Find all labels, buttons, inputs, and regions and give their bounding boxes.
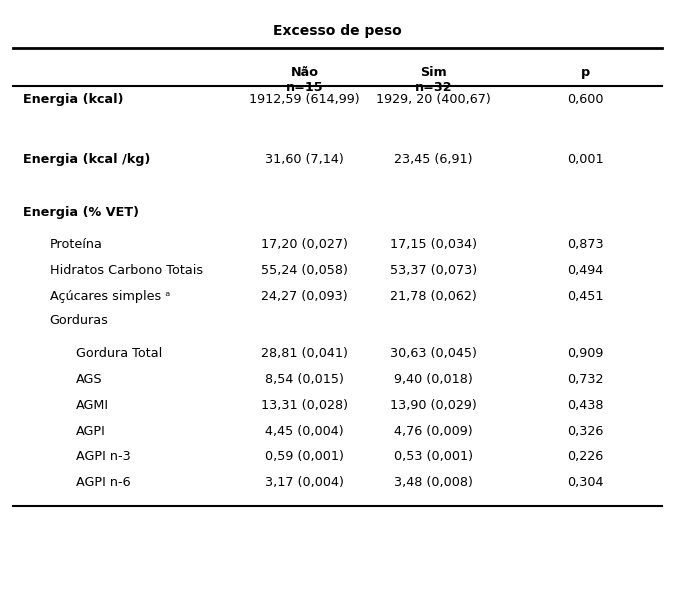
Text: Gordura Total: Gordura Total bbox=[76, 347, 163, 360]
Text: 0,304: 0,304 bbox=[567, 477, 604, 490]
Text: 4,45 (0,004): 4,45 (0,004) bbox=[265, 424, 344, 437]
Text: AGMI: AGMI bbox=[76, 399, 109, 411]
Text: 0,732: 0,732 bbox=[567, 373, 604, 386]
Text: Excesso de peso: Excesso de peso bbox=[273, 24, 402, 38]
Text: AGPI: AGPI bbox=[76, 424, 106, 437]
Text: 0,600: 0,600 bbox=[567, 93, 604, 106]
Text: AGPI n-3: AGPI n-3 bbox=[76, 450, 131, 464]
Text: 30,63 (0,045): 30,63 (0,045) bbox=[390, 347, 477, 360]
Text: AGPI n-6: AGPI n-6 bbox=[76, 477, 131, 490]
Text: Energia (% VET): Energia (% VET) bbox=[23, 206, 139, 219]
Text: 3,17 (0,004): 3,17 (0,004) bbox=[265, 477, 344, 490]
Text: Proteína: Proteína bbox=[50, 238, 103, 251]
Text: Açúcares simples ᵃ: Açúcares simples ᵃ bbox=[50, 290, 170, 303]
Text: 0,438: 0,438 bbox=[567, 399, 604, 411]
Text: 28,81 (0,041): 28,81 (0,041) bbox=[261, 347, 348, 360]
Text: p: p bbox=[581, 66, 590, 79]
Text: 24,27 (0,093): 24,27 (0,093) bbox=[261, 290, 348, 303]
Text: 3,48 (0,008): 3,48 (0,008) bbox=[394, 477, 473, 490]
Text: 13,31 (0,028): 13,31 (0,028) bbox=[261, 399, 348, 411]
Text: 0,326: 0,326 bbox=[568, 424, 603, 437]
Text: Gorduras: Gorduras bbox=[50, 314, 109, 327]
Text: 0,001: 0,001 bbox=[567, 153, 604, 166]
Text: 53,37 (0,073): 53,37 (0,073) bbox=[390, 264, 477, 277]
Text: 17,20 (0,027): 17,20 (0,027) bbox=[261, 238, 348, 251]
Text: Sim
n=32: Sim n=32 bbox=[414, 66, 452, 95]
Text: 0,873: 0,873 bbox=[567, 238, 604, 251]
Text: 8,54 (0,015): 8,54 (0,015) bbox=[265, 373, 344, 386]
Text: 55,24 (0,058): 55,24 (0,058) bbox=[261, 264, 348, 277]
Text: 1929, 20 (400,67): 1929, 20 (400,67) bbox=[376, 93, 491, 106]
Text: Energia (kcal): Energia (kcal) bbox=[23, 93, 124, 106]
Text: 21,78 (0,062): 21,78 (0,062) bbox=[390, 290, 477, 303]
Text: Energia (kcal /kg): Energia (kcal /kg) bbox=[23, 153, 151, 166]
Text: 9,40 (0,018): 9,40 (0,018) bbox=[394, 373, 472, 386]
Text: 4,76 (0,009): 4,76 (0,009) bbox=[394, 424, 472, 437]
Text: 0,909: 0,909 bbox=[568, 347, 603, 360]
Text: 31,60 (7,14): 31,60 (7,14) bbox=[265, 153, 344, 166]
Text: 23,45 (6,91): 23,45 (6,91) bbox=[394, 153, 472, 166]
Text: 0,59 (0,001): 0,59 (0,001) bbox=[265, 450, 344, 464]
Text: Hidratos Carbono Totais: Hidratos Carbono Totais bbox=[50, 264, 203, 277]
Text: 0,53 (0,001): 0,53 (0,001) bbox=[394, 450, 473, 464]
Text: 0,226: 0,226 bbox=[568, 450, 603, 464]
Text: 0,494: 0,494 bbox=[568, 264, 603, 277]
Text: 0,451: 0,451 bbox=[567, 290, 604, 303]
Text: 1912,59 (614,99): 1912,59 (614,99) bbox=[249, 93, 360, 106]
Text: 17,15 (0,034): 17,15 (0,034) bbox=[390, 238, 477, 251]
Text: Não
n=15: Não n=15 bbox=[286, 66, 323, 95]
Text: AGS: AGS bbox=[76, 373, 103, 386]
Text: 13,90 (0,029): 13,90 (0,029) bbox=[390, 399, 477, 411]
